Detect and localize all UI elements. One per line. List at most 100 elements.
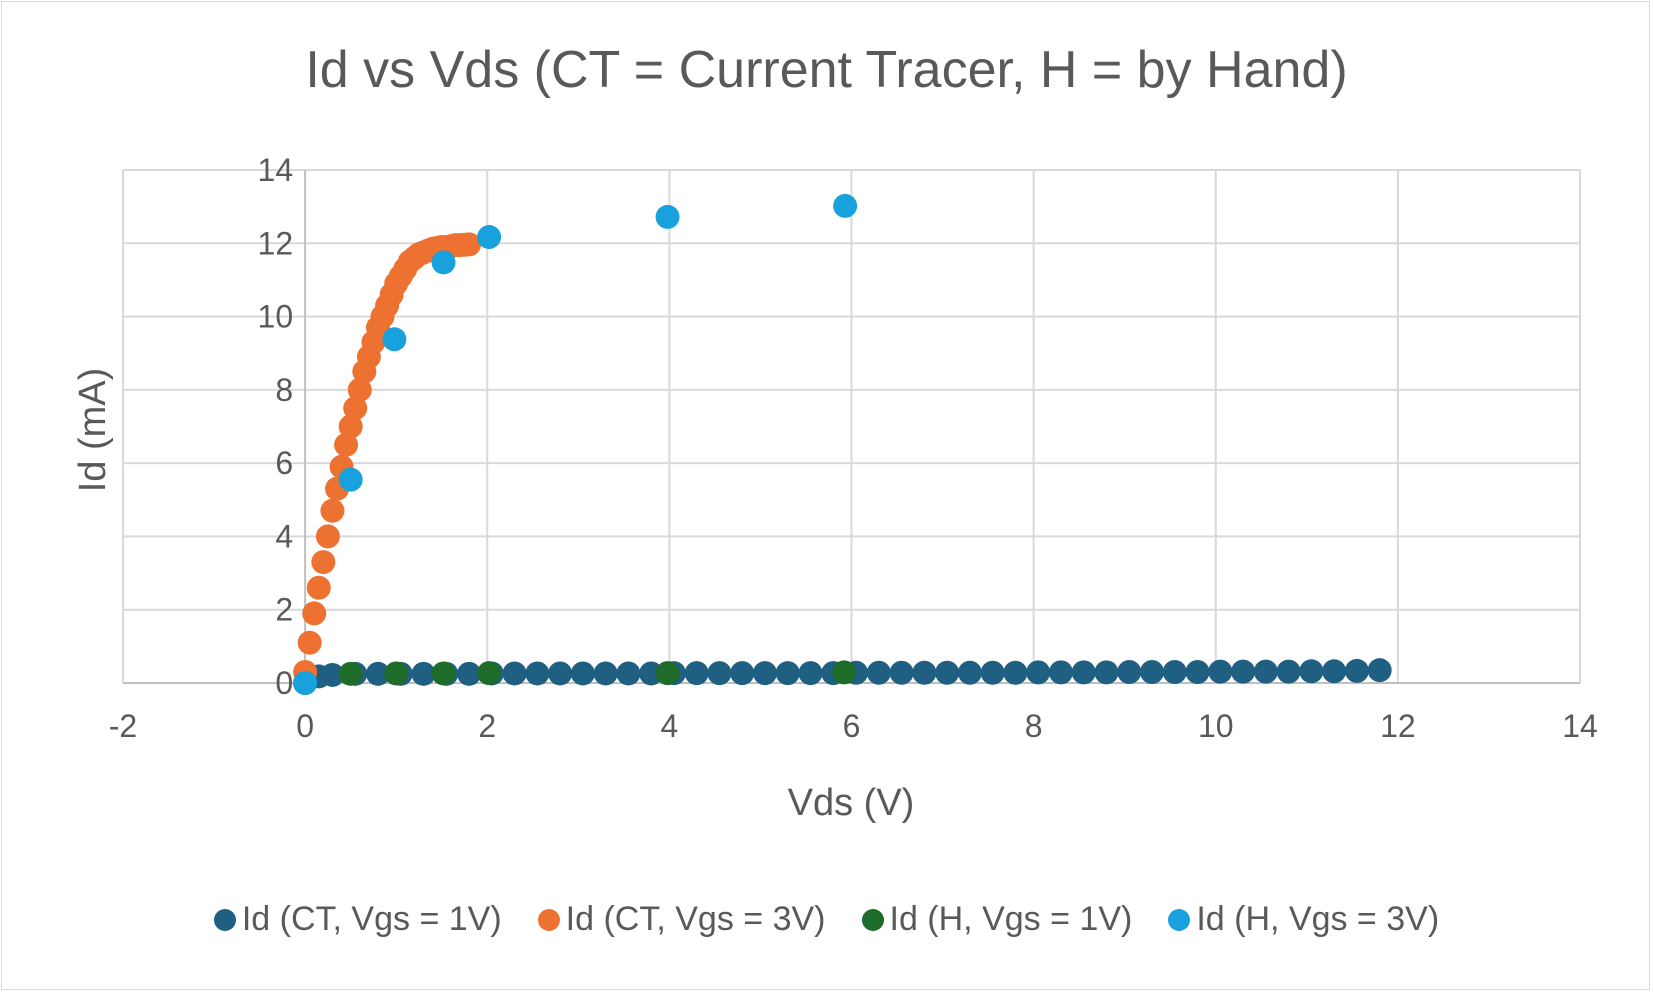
data-point [548,661,573,686]
legend-label: Id (CT, Vgs = 3V) [565,900,826,938]
data-point [1026,660,1051,685]
data-point [302,601,327,626]
data-point [1253,659,1278,684]
y-tick-label: 12 [258,225,294,261]
data-point [457,661,482,686]
data-point [866,660,891,685]
x-tick-label: 4 [660,708,678,744]
legend-marker [861,908,884,931]
x-tick-label: 10 [1198,708,1234,744]
data-point [457,232,482,257]
gridlines [122,169,1581,684]
series-3 [338,660,857,686]
data-point [684,661,709,686]
legend-item: Id (CT, Vgs = 3V) [537,900,826,939]
data-point [411,661,436,686]
data-point [311,550,336,575]
data-point [1208,659,1233,684]
y-tick-label: 6 [275,445,293,481]
data-point [477,225,502,250]
data-point [1140,660,1165,685]
data-point [320,662,345,687]
y-tick-label: 10 [258,299,294,335]
legend-label: Id (CT, Vgs = 1V) [241,900,502,938]
legend: Id (CT, Vgs = 1V) Id (CT, Vgs = 3V) Id (H,… [0,900,1653,939]
y-tick-labels: 0 2 4 6 8 10 12 14 [258,152,294,701]
data-point [935,660,960,685]
data-point [525,661,550,686]
data-point [912,660,937,685]
data-point [338,414,363,439]
y-axis-title: Id (mA) [72,368,114,493]
x-tick-label: 6 [843,708,861,744]
data-point [957,660,982,685]
legend-marker [537,908,560,931]
x-tick-label: 12 [1380,708,1416,744]
x-tick-label: 8 [1025,708,1043,744]
data-point [502,661,527,686]
data-point [775,661,800,686]
data-point [593,661,618,686]
data-point [293,671,318,695]
data-point [297,630,322,655]
data-point [1231,659,1256,684]
x-axis-title: Vds (V) [788,782,915,824]
y-tick-label: 2 [275,592,293,628]
data-point [1185,660,1210,685]
data-point [730,661,755,686]
x-tick-label: 14 [1562,708,1598,744]
data-point [1299,659,1324,684]
data-point [832,660,857,685]
data-point [707,661,732,686]
data-point [338,467,363,492]
y-tick-label: 8 [275,372,293,408]
y-tick-label: 0 [275,665,293,701]
legend-marker [213,908,236,931]
legend-item: Id (H, Vgs = 3V) [1168,900,1439,939]
legend-label: Id (H, Vgs = 3V) [1196,900,1440,938]
data-points [293,193,1392,695]
x-tick-label: -2 [109,708,137,744]
y-tick-label: 14 [258,152,294,188]
data-point [655,661,680,686]
data-point [477,661,502,686]
data-point [1322,659,1347,684]
data-point [1003,660,1028,685]
data-point [320,498,345,523]
data-point [338,661,363,686]
data-point [334,432,359,457]
data-point [833,193,858,218]
legend-item: Id (CT, Vgs = 1V) [213,900,502,939]
data-point [1367,658,1392,683]
data-point [347,377,372,402]
data-point [343,396,368,421]
data-point [980,660,1005,685]
data-point [655,204,680,229]
legend-item: Id (H, Vgs = 1V) [861,900,1132,939]
legend-marker [1168,908,1191,931]
data-point [1276,659,1301,684]
x-tick-label: 0 [296,708,314,744]
data-point [1094,660,1119,685]
x-tick-labels: -2 0 2 4 6 8 10 12 14 [109,708,1598,744]
data-point [1162,660,1187,685]
x-tick-label: 2 [478,708,496,744]
y-tick-label: 4 [275,518,293,554]
data-point [752,661,777,686]
chart-title: Id vs Vds (CT = Current Tracer, H = by H… [305,41,1348,99]
data-point [382,327,407,352]
data-point [431,250,456,275]
data-point [1071,660,1096,685]
data-point [616,661,641,686]
data-point [1344,658,1369,683]
series-2 [293,232,482,685]
data-point [1117,660,1142,685]
data-point [798,661,823,686]
data-point [1048,660,1073,685]
data-point [365,661,390,686]
data-point [306,575,331,600]
data-point [384,661,409,686]
data-point [315,524,340,549]
